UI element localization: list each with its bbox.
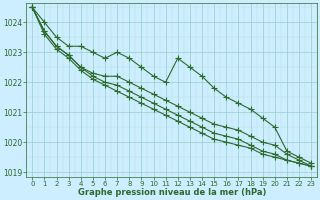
X-axis label: Graphe pression niveau de la mer (hPa): Graphe pression niveau de la mer (hPa)	[77, 188, 266, 197]
